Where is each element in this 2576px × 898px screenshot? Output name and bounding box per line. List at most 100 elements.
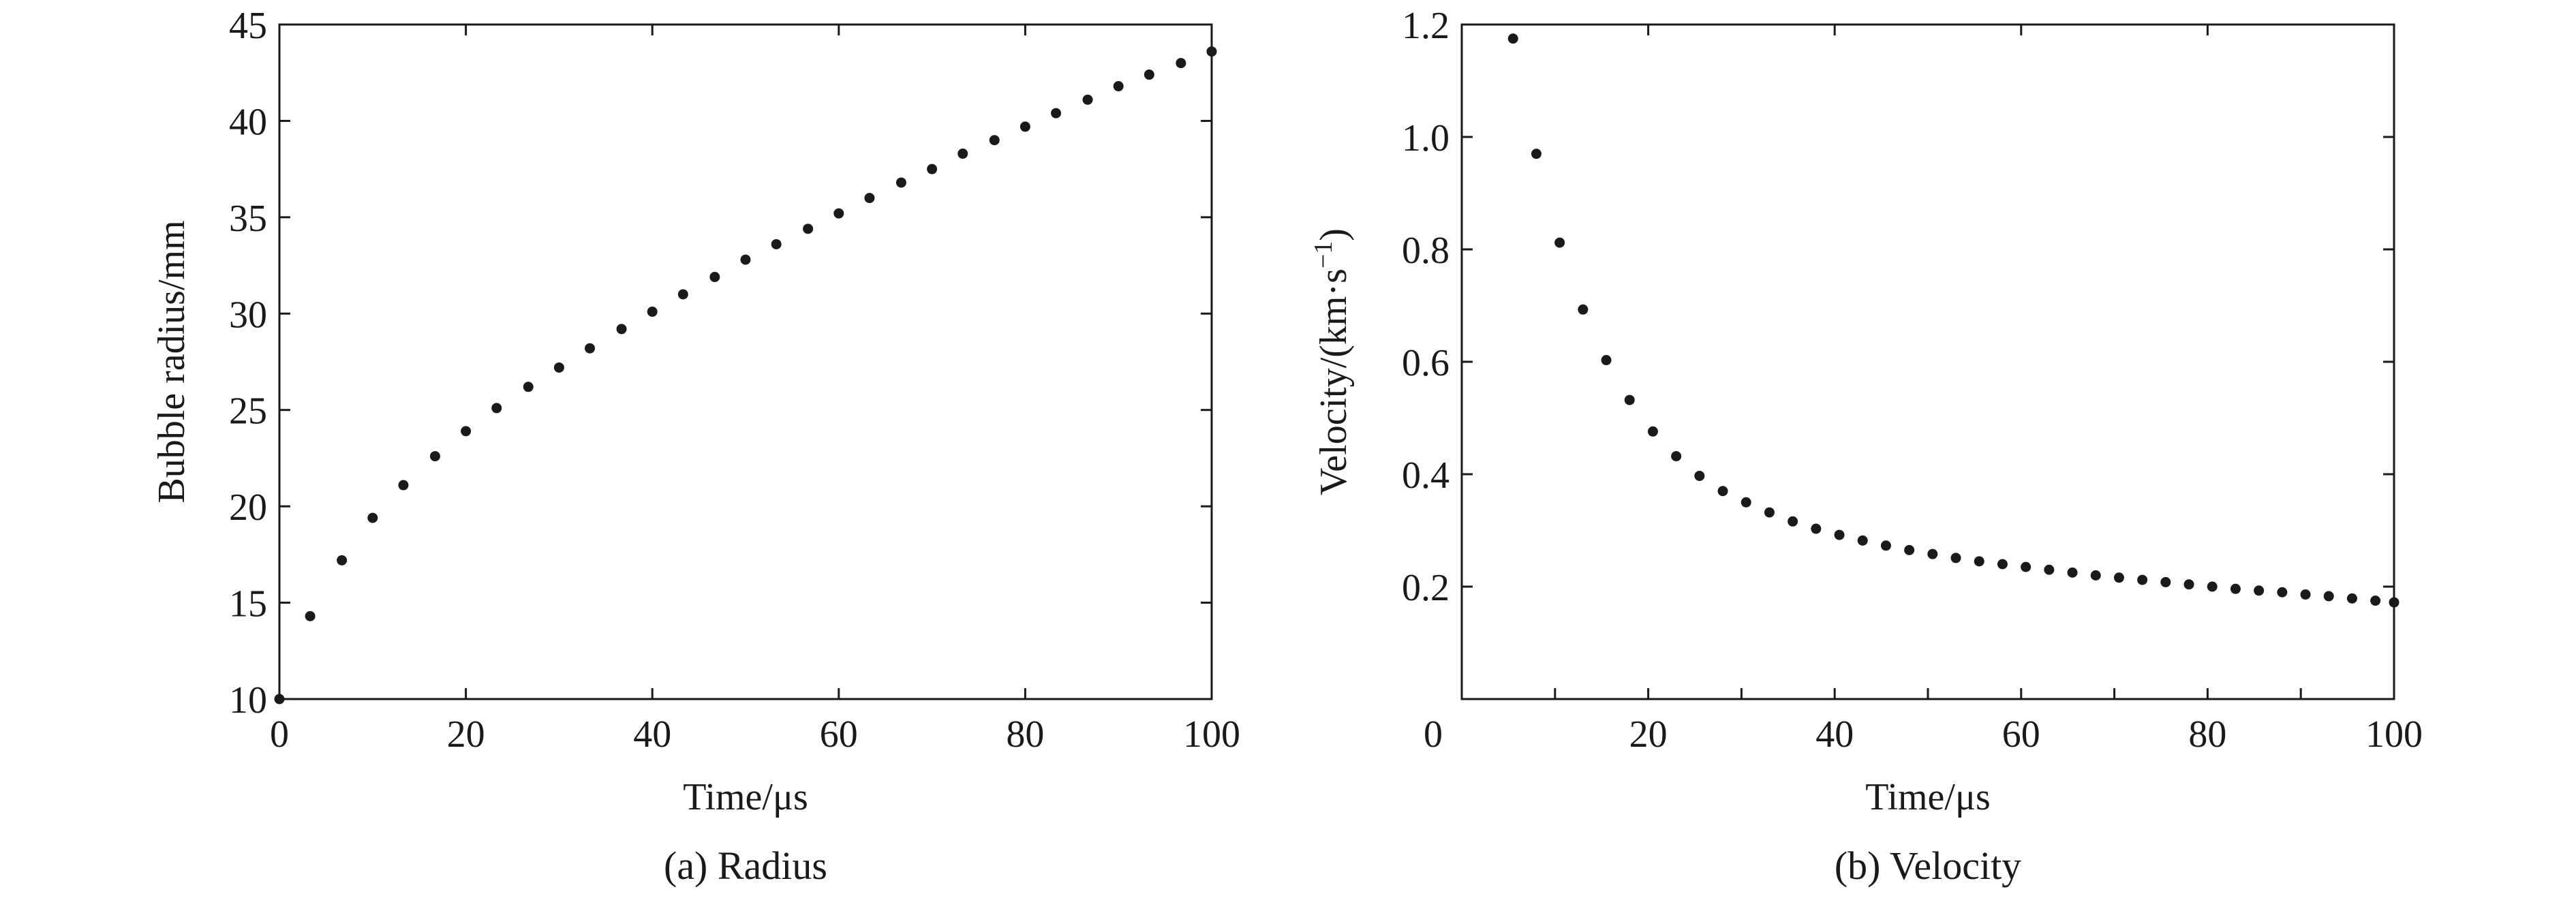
x-axis-label-radius: Time/μs bbox=[683, 776, 808, 818]
data-point-velocity bbox=[2090, 570, 2101, 580]
y-tick-label-velocity: 1.0 bbox=[1402, 117, 1450, 159]
data-point-radius bbox=[1051, 108, 1062, 119]
data-point-velocity bbox=[1507, 33, 1518, 44]
x-tick-label-radius: 40 bbox=[633, 713, 671, 756]
data-point-velocity bbox=[2183, 579, 2194, 590]
x-tick-label-velocity: 100 bbox=[2365, 713, 2423, 756]
ticks-radius bbox=[279, 25, 1212, 699]
data-point-velocity bbox=[1997, 559, 2008, 570]
y-tick-label-radius: 35 bbox=[229, 198, 267, 240]
data-point-radius bbox=[833, 208, 844, 219]
data-point-radius bbox=[1019, 121, 1030, 132]
data-point-velocity bbox=[1811, 523, 1822, 534]
data-point-radius bbox=[740, 254, 751, 265]
data-point-radius bbox=[461, 426, 472, 437]
data-point-radius bbox=[523, 382, 534, 392]
y-tick-label-velocity: 1.2 bbox=[1402, 5, 1450, 47]
data-point-radius bbox=[274, 694, 285, 705]
plot-frame-radius bbox=[278, 23, 1213, 700]
data-point-radius bbox=[957, 149, 968, 159]
data-point-velocity bbox=[2044, 564, 2055, 575]
y-tick-label-radius: 20 bbox=[229, 486, 267, 529]
x-axis-label-velocity: Time/μs bbox=[1865, 776, 1991, 818]
ticks-velocity bbox=[1462, 25, 2394, 699]
x-tick-label-velocity: 60 bbox=[2002, 713, 2040, 756]
y-tick-label-radius: 10 bbox=[229, 679, 267, 722]
y-axis-label-velocity-base: Velocity/(km·s bbox=[1313, 268, 1355, 495]
data-point-radius bbox=[864, 193, 875, 204]
y-tick-label-velocity: 0.4 bbox=[1402, 454, 1450, 497]
data-point-velocity bbox=[1554, 237, 1565, 248]
data-point-velocity bbox=[2300, 589, 2311, 600]
y-tick-label-velocity: 0.6 bbox=[1402, 342, 1450, 384]
y-axis-label-radius: Bubble radius/mm bbox=[151, 220, 193, 503]
data-point-velocity bbox=[1578, 304, 1589, 315]
data-point-velocity bbox=[1974, 556, 1984, 567]
data-point-radius bbox=[677, 289, 688, 300]
data-point-velocity bbox=[2230, 583, 2241, 594]
data-point-velocity bbox=[1671, 451, 1682, 462]
y-tick-label-velocity: 0.8 bbox=[1402, 230, 1450, 272]
data-point-radius bbox=[927, 164, 938, 174]
data-point-radius bbox=[337, 555, 348, 566]
data-point-velocity bbox=[2277, 587, 2288, 598]
caption-velocity: (b) Velocity bbox=[1835, 843, 2021, 888]
data-point-velocity bbox=[2021, 561, 2031, 572]
data-point-radius bbox=[367, 512, 378, 523]
data-point-velocity bbox=[1904, 544, 1915, 555]
points-radius bbox=[274, 46, 1217, 705]
data-point-velocity bbox=[2207, 581, 2218, 592]
x-tick-label-velocity: 40 bbox=[1815, 713, 1854, 756]
x-origin-label-velocity: 0 bbox=[1424, 713, 1443, 756]
data-point-velocity bbox=[1531, 149, 1542, 159]
x-tick-label-velocity: 20 bbox=[1629, 713, 1668, 756]
data-point-radius bbox=[647, 306, 658, 317]
data-point-radius bbox=[616, 324, 627, 335]
data-point-velocity bbox=[2067, 567, 2078, 578]
data-point-velocity bbox=[1741, 497, 1751, 508]
points-velocity bbox=[1507, 33, 2399, 608]
data-point-radius bbox=[895, 177, 906, 188]
chart-velocity: 20 40 60 80 100 0.2 0.4 0.6 0.8 1.0 1.2 Time/μs Ve… bbox=[1309, 5, 2423, 888]
data-point-velocity bbox=[1601, 355, 1612, 366]
data-point-radius bbox=[1206, 46, 1217, 57]
y-axis-label-velocity-close: ) bbox=[1313, 228, 1355, 241]
data-point-velocity bbox=[2254, 585, 2265, 596]
data-point-velocity bbox=[2113, 572, 2124, 583]
data-point-radius bbox=[553, 362, 564, 373]
data-point-velocity bbox=[2323, 591, 2334, 602]
data-point-radius bbox=[305, 610, 316, 621]
data-point-radius bbox=[398, 480, 409, 491]
data-point-velocity bbox=[1950, 553, 1961, 563]
data-point-velocity bbox=[2160, 576, 2171, 587]
data-point-velocity bbox=[2346, 593, 2357, 604]
data-point-velocity bbox=[2389, 597, 2399, 608]
caption-radius: (a) Radius bbox=[664, 843, 827, 888]
tick-labels-radius: 0 20 40 60 80 100 10 15 20 25 30 35 40 45 bbox=[229, 5, 1240, 756]
y-axis-label-velocity: Velocity/(km·s−1) bbox=[1309, 228, 1355, 495]
y-tick-label-radius: 30 bbox=[229, 294, 267, 336]
data-point-radius bbox=[989, 135, 1000, 146]
data-point-radius bbox=[1082, 94, 1093, 105]
data-point-velocity bbox=[1717, 486, 1728, 497]
data-point-velocity bbox=[1834, 529, 1845, 540]
data-point-radius bbox=[585, 343, 596, 354]
data-point-velocity bbox=[1764, 507, 1775, 518]
x-tick-label-radius: 100 bbox=[1183, 713, 1240, 756]
data-point-radius bbox=[803, 223, 814, 234]
y-tick-label-radius: 40 bbox=[229, 101, 267, 143]
data-point-radius bbox=[709, 272, 720, 283]
data-point-radius bbox=[771, 238, 782, 249]
data-point-velocity bbox=[1880, 540, 1891, 551]
data-point-velocity bbox=[1647, 426, 1658, 437]
data-point-velocity bbox=[1694, 470, 1705, 481]
data-point-velocity bbox=[1857, 535, 1868, 546]
data-point-velocity bbox=[1788, 516, 1798, 527]
y-tick-label-velocity: 0.2 bbox=[1402, 567, 1450, 609]
data-point-velocity bbox=[2370, 595, 2381, 606]
y-axis-label-velocity-sup: −1 bbox=[1309, 241, 1338, 268]
data-point-velocity bbox=[1927, 548, 1938, 559]
x-tick-label-velocity: 80 bbox=[2188, 713, 2226, 756]
x-tick-label-radius: 0 bbox=[270, 713, 289, 756]
